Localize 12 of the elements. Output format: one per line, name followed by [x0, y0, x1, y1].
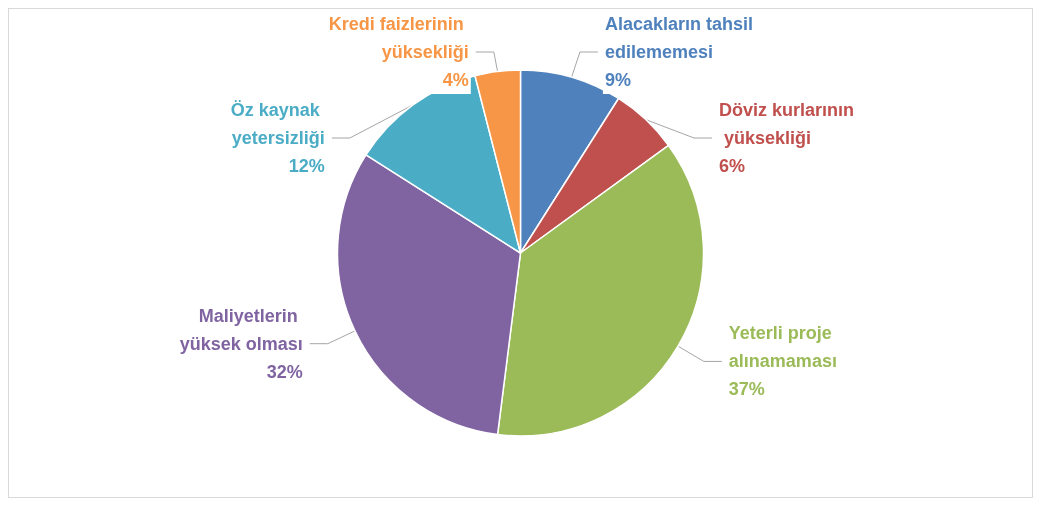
slice-label: Maliyetlerin yüksek olması	[179, 305, 303, 354]
slice-label: Yeterli proje alınamaması	[728, 323, 837, 372]
slice-label: Öz kaynak yetersizliği	[230, 100, 325, 148]
data-label: 6%	[719, 156, 746, 176]
slice-label: Kredi faizlerinin yüksekliği	[328, 14, 469, 62]
data-label: 32%	[266, 361, 303, 382]
slice-label: Alacakların tahsil edilememesi	[604, 14, 758, 62]
slice-label: Döviz kurlarının yüksekliği	[719, 100, 855, 148]
data-label: 4%	[442, 70, 469, 90]
data-label: 12%	[288, 156, 325, 176]
data-label: 37%	[728, 379, 765, 400]
data-label: 9%	[604, 70, 631, 90]
